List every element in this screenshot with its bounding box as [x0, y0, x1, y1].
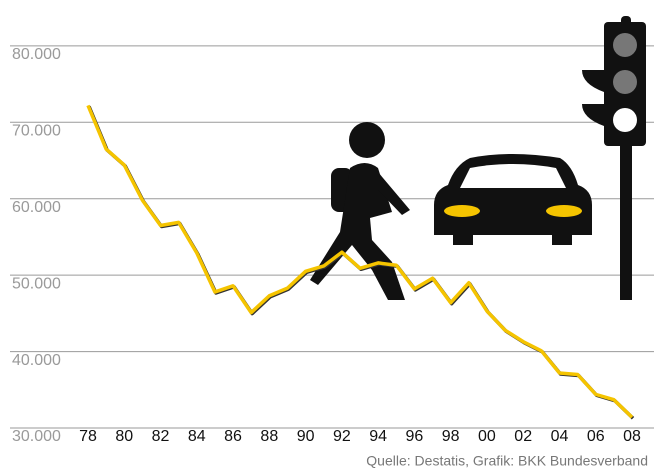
- y-tick-label: 40.000: [12, 352, 61, 369]
- x-tick-label: 90: [297, 428, 315, 445]
- x-tick-label: 04: [551, 428, 569, 445]
- x-tick-label: 94: [369, 428, 387, 445]
- x-tick-label: 78: [79, 428, 97, 445]
- y-tick-label: 80.000: [12, 46, 61, 63]
- x-tick-label: 96: [406, 428, 424, 445]
- x-tick-label: 82: [152, 428, 170, 445]
- x-tick-label: 84: [188, 428, 206, 445]
- x-tick-label: 06: [587, 428, 605, 445]
- y-tick-label: 50.000: [12, 275, 61, 292]
- x-tick-label: 88: [260, 428, 278, 445]
- traffic-light-icon: [582, 16, 646, 300]
- x-tick-label: 92: [333, 428, 351, 445]
- x-tick-label: 00: [478, 428, 496, 445]
- pedestrian-icon: [310, 122, 410, 300]
- x-tick-label: 86: [224, 428, 242, 445]
- source-note: Quelle: Destatis, Grafik: BKK Bundesverb…: [366, 453, 648, 469]
- x-tick-label: 80: [115, 428, 133, 445]
- y-tick-label: 70.000: [12, 123, 61, 140]
- y-tick-label: 60.000: [12, 199, 61, 216]
- y-tick-label: 30.000: [12, 428, 61, 445]
- x-tick-label: 02: [514, 428, 532, 445]
- car-icon: [434, 154, 592, 245]
- chart: 30.000 40.000 50.000 60.000 70.000 80.000 Que…: [0, 0, 654, 470]
- x-tick-label: 08: [623, 428, 641, 445]
- x-tick-label: 98: [442, 428, 460, 445]
